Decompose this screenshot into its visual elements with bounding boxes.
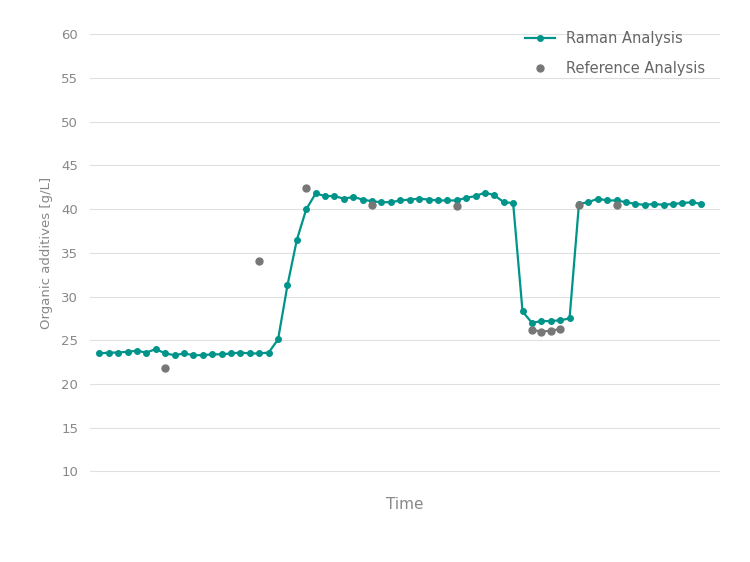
Reference Analysis: [255, 257, 264, 264]
Raman Analysis: [245, 350, 254, 357]
Reference Analysis: [546, 327, 555, 334]
Reference Analysis: [537, 328, 546, 335]
Raman Analysis: [678, 200, 687, 206]
Raman Analysis: [481, 189, 490, 196]
Raman Analysis: [415, 196, 424, 202]
X-axis label: Time: Time: [386, 497, 424, 513]
Raman Analysis: [358, 196, 368, 203]
Y-axis label: Organic additives [g/L]: Organic additives [g/L]: [40, 177, 53, 329]
Raman Analysis: [283, 282, 292, 289]
Reference Analysis: [452, 202, 461, 209]
Reference Analysis: [160, 365, 170, 371]
Legend: Raman Analysis, Reference Analysis: Raman Analysis, Reference Analysis: [518, 24, 712, 83]
Reference Analysis: [574, 201, 584, 208]
Reference Analysis: [556, 325, 565, 332]
Reference Analysis: [368, 201, 376, 208]
Raman Analysis: [95, 350, 104, 357]
Reference Analysis: [527, 327, 536, 333]
Reference Analysis: [612, 201, 621, 208]
Raman Analysis: [697, 201, 706, 207]
Line: Raman Analysis: Raman Analysis: [97, 190, 704, 358]
Line: Reference Analysis: Reference Analysis: [162, 185, 620, 372]
Raman Analysis: [170, 352, 179, 359]
Raman Analysis: [631, 201, 640, 207]
Reference Analysis: [302, 185, 310, 192]
